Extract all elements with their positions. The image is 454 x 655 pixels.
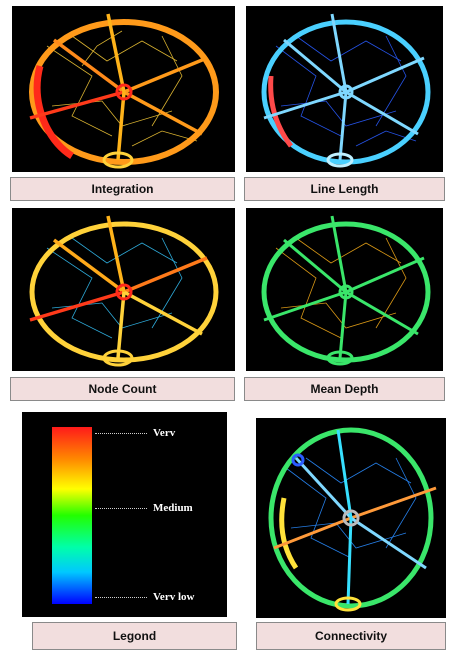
node-count-caption: Node Count <box>10 377 235 401</box>
legend-caption: Legond <box>32 622 237 650</box>
integration-caption: Integration <box>10 177 235 201</box>
line-length-map <box>246 6 443 172</box>
legend-tick-high <box>95 433 147 434</box>
connectivity-map-graphic <box>268 427 437 612</box>
legend-panel: Verv Medium Verv low <box>22 412 227 617</box>
mean-depth-map-graphic <box>261 215 431 366</box>
connectivity-caption: Connectivity <box>256 622 446 650</box>
connectivity-map <box>256 418 446 618</box>
legend-color-bar <box>52 427 92 604</box>
integration-map-graphic <box>29 13 219 169</box>
legend-tick-medium <box>95 508 147 509</box>
integration-map <box>12 6 235 172</box>
node-count-map-graphic <box>29 215 219 367</box>
node-count-map <box>12 208 235 371</box>
legend-label-high: Verv <box>153 427 176 439</box>
legend-label-medium: Medium <box>153 502 193 514</box>
line-length-map-graphic <box>261 13 431 168</box>
mean-depth-map <box>246 208 443 371</box>
legend-tick-low <box>95 597 147 598</box>
line-length-caption: Line Length <box>244 177 445 201</box>
legend-label-low: Verv low <box>153 591 195 603</box>
mean-depth-caption: Mean Depth <box>244 377 445 401</box>
